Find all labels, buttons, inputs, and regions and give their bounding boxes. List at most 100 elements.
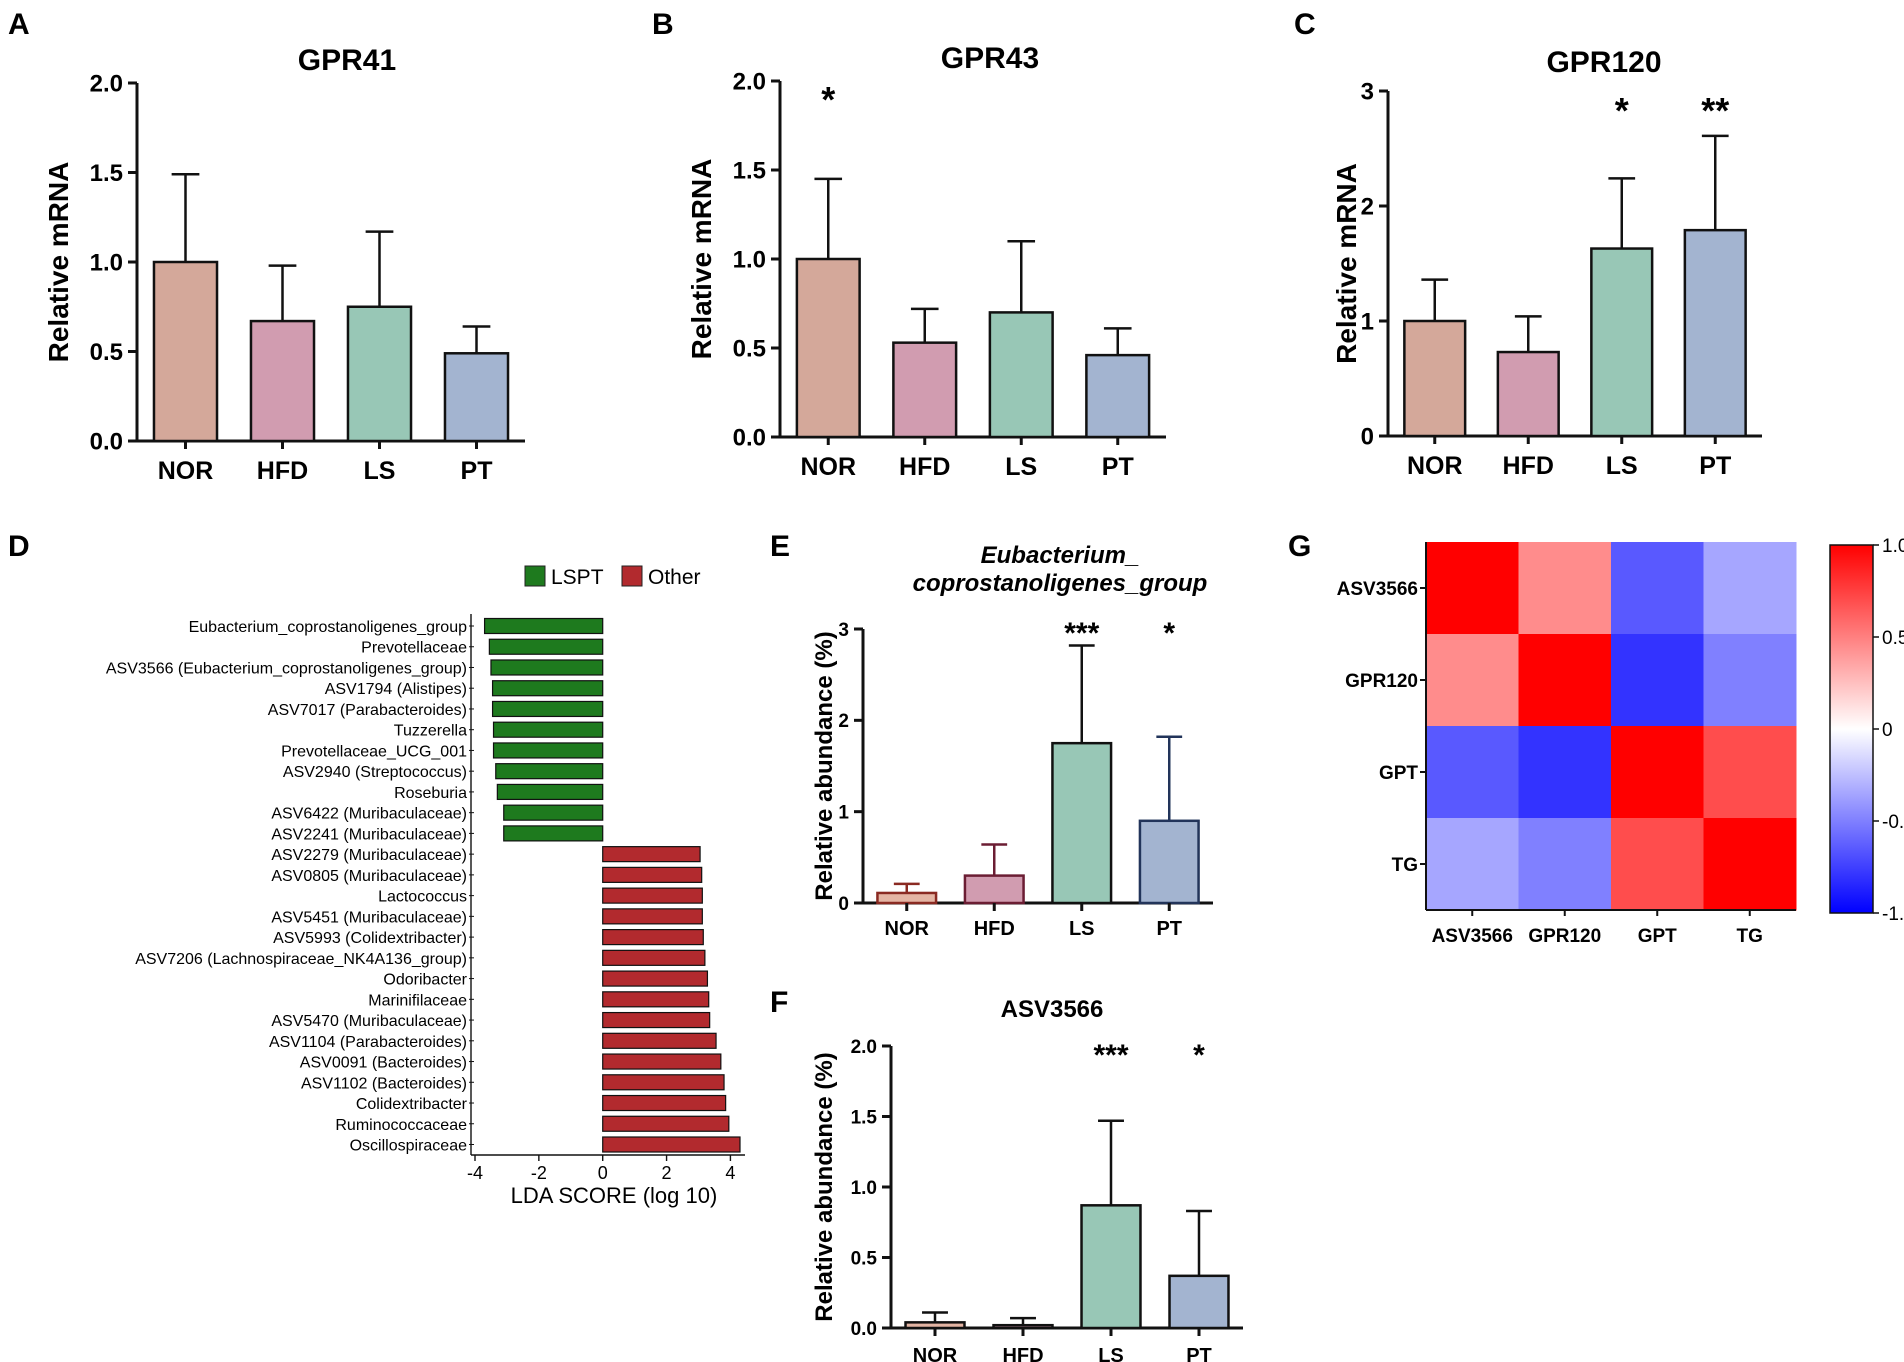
panel-c-y-tick-label: 2 [1361, 194, 1374, 221]
panel-d-category-label-20: ASV1104 (Parabacteroides) [269, 1034, 467, 1051]
panel-g-cell-tg-tg [1703, 818, 1797, 911]
panel-f-y-axis-label: Relative abundance (%) [811, 1052, 838, 1321]
panel-d-category-label-0: Eubacterium_coprostanoligenes_group [189, 619, 468, 636]
panel-a-x-tick-label-nor: NOR [158, 457, 214, 485]
panel-d-bar-1 [488, 638, 604, 655]
panel-b-x-tick-label-hfd: HFD [899, 453, 950, 481]
panel-e-title: Eubacterium_ [981, 542, 1140, 569]
panel-f-y-tick-label: 0.5 [851, 1248, 878, 1269]
panel-g-cell-gpr120-asv3566 [1426, 634, 1519, 727]
panel-d-bar-22 [602, 1074, 725, 1091]
panel-e-bar-ls [1051, 741, 1113, 905]
panel-a-y-tick-label: 0.5 [90, 339, 123, 366]
legend-swatch-other [621, 565, 643, 587]
panel-d-category-label-22: ASV1102 (Bacteroides) [301, 1075, 467, 1092]
panel-e-significance-pt: * [1163, 617, 1175, 650]
panel-d-bar-13 [602, 887, 703, 904]
panel-f-bar-ls [1080, 1204, 1142, 1330]
panel-b-significance-nor: * [821, 79, 835, 120]
panel-g-cell-asv3566-tg [1703, 542, 1797, 635]
panel-g-col-label-gpt: GPT [1638, 926, 1677, 947]
panel-label-e: E [770, 530, 790, 563]
panel-e-chart: Eubacterium_coprostanoligenes_group Relat… [811, 542, 1213, 940]
panel-d-category-label-7: ASV2940 (Streptococcus) [283, 764, 467, 781]
panel-e-bar-pt [1138, 819, 1200, 905]
panel-f-chart: ASV3566 Relative abundance (%) 0.0 0.5 1.0 1.… [811, 996, 1243, 1362]
panel-a-x-tick-label-hfd: HFD [257, 457, 308, 485]
panel-g-colorbar-label: -0.5 [1882, 812, 1904, 833]
panel-d-category-label-2: ASV3566 (Eubacterium_coprostanoligenes_g… [106, 660, 467, 677]
panel-c-bar-pt [1683, 228, 1747, 438]
panel-d-bar-24 [602, 1115, 730, 1132]
panel-a-chart: GPR41 Relative mRNA 0.0 0.5 1.0 1.5 2.0 NOR HFD L… [43, 44, 525, 485]
panel-f-x-tick-label-ls: LS [1098, 1345, 1124, 1362]
panel-e-x-tick-label-pt: PT [1156, 918, 1182, 940]
panel-d-category-label-18: Marinifilaceae [368, 992, 467, 1009]
panel-b-y-tick-label: 2.0 [733, 69, 766, 96]
panel-d-category-label-25: Oscillospiraceae [350, 1138, 467, 1155]
panel-d-bar-14 [602, 908, 703, 925]
panel-d-bar-6 [492, 742, 604, 759]
panel-d-bar-18 [602, 991, 710, 1008]
panel-g-cell-tg-gpr120 [1518, 818, 1612, 911]
panel-d-bar-15 [602, 928, 704, 946]
panel-d-category-label-3: ASV1794 (Alistipes) [325, 681, 467, 698]
panel-a-y-tick-label: 0.0 [90, 429, 123, 456]
panel-c-title: GPR120 [1546, 46, 1661, 79]
panel-d-category-label-1: Prevotellaceae [361, 640, 467, 657]
panel-c-significance-pt: ** [1701, 90, 1729, 131]
panel-e-subtitle: coprostanoligenes_group [913, 570, 1208, 597]
panel-f-x-tick-label-nor: NOR [913, 1345, 958, 1362]
panel-d-category-label-4: ASV7017 (Parabacteroides) [268, 702, 467, 719]
panel-a-y-axis-label: Relative mRNA [43, 162, 74, 363]
panel-b-y-tick-label: 1.0 [733, 247, 766, 274]
panel-a-y-tick-label: 1.5 [90, 160, 123, 187]
panel-g-colorbar [1829, 544, 1874, 914]
panel-e-x-tick-label-ls: LS [1069, 918, 1095, 940]
panel-f-bar-pt [1168, 1274, 1230, 1330]
panel-d-bar-5 [492, 721, 604, 738]
panel-g-colorbar-label: 0.5 [1882, 628, 1904, 649]
panel-d-bar-2 [490, 659, 604, 676]
panel-d-x-tick-label: -2 [531, 1163, 547, 1183]
panel-e-y-tick-label: 0 [838, 894, 849, 915]
panel-g-cell-gpr120-gpr120 [1518, 634, 1612, 727]
panel-d-bar-7 [495, 763, 604, 780]
panel-e-y-tick-label: 3 [838, 620, 849, 641]
panel-c-chart: GPR120 Relative mRNA 0 1 2 3 NOR HFD LS * PT ** [1331, 46, 1762, 480]
panel-a-bar-pt [443, 352, 510, 443]
panel-g-col-label-gpr120: GPR120 [1528, 926, 1601, 947]
panel-d-chart: LSPT Other Eubacterium_coprostanoligenes_g… [106, 565, 745, 1208]
panel-e-significance-ls: *** [1064, 617, 1099, 650]
panel-f-y-tick-label: 0.0 [851, 1319, 877, 1340]
panel-d-category-label-10: ASV2241 (Muribaculaceae) [271, 826, 467, 843]
legend-label-lspt: LSPT [551, 566, 604, 589]
panel-b-y-tick-label: 1.5 [733, 158, 766, 185]
panel-d-category-label-6: Prevotellaceae_UCG_001 [281, 743, 467, 760]
panel-b-bar-nor [795, 257, 861, 439]
panel-f-x-tick-label-hfd: HFD [1002, 1345, 1043, 1362]
panel-f-title: ASV3566 [1001, 996, 1104, 1023]
panel-d-category-label-23: Colidextribacter [356, 1096, 468, 1113]
panel-e-bar-hfd [963, 874, 1025, 905]
panel-f-bar-nor [904, 1321, 966, 1330]
panel-d-bar-17 [602, 970, 709, 987]
panel-label-g: G [1288, 530, 1311, 563]
panel-label-b: B [652, 8, 674, 41]
panel-a-title: GPR41 [298, 44, 396, 77]
panel-e-y-tick-label: 2 [838, 711, 849, 732]
panel-d-bar-11 [602, 846, 701, 863]
panel-b-chart: GPR43 Relative mRNA 0.0 0.5 1.0 1.5 2.0 NOR * HFD… [686, 42, 1166, 481]
panel-c-significance-ls: * [1615, 90, 1629, 131]
panel-a-y-tick-label: 1.0 [90, 250, 123, 277]
panel-c-bar-hfd [1496, 350, 1560, 438]
panel-c-x-tick-label-pt: PT [1699, 452, 1731, 480]
panel-c-bar-nor [1403, 319, 1467, 438]
panel-c-x-tick-label-hfd: HFD [1503, 452, 1554, 480]
panel-g-colorbar-label: 1.0 [1882, 536, 1904, 557]
panel-d-bar-0 [483, 617, 604, 635]
panel-d-category-label-21: ASV0091 (Bacteroides) [300, 1055, 467, 1072]
panel-c-y-axis-label: Relative mRNA [1331, 163, 1362, 364]
panel-g-row-label-gpr120: GPR120 [1345, 671, 1418, 692]
panel-d-x-tick-label: -4 [467, 1163, 483, 1183]
